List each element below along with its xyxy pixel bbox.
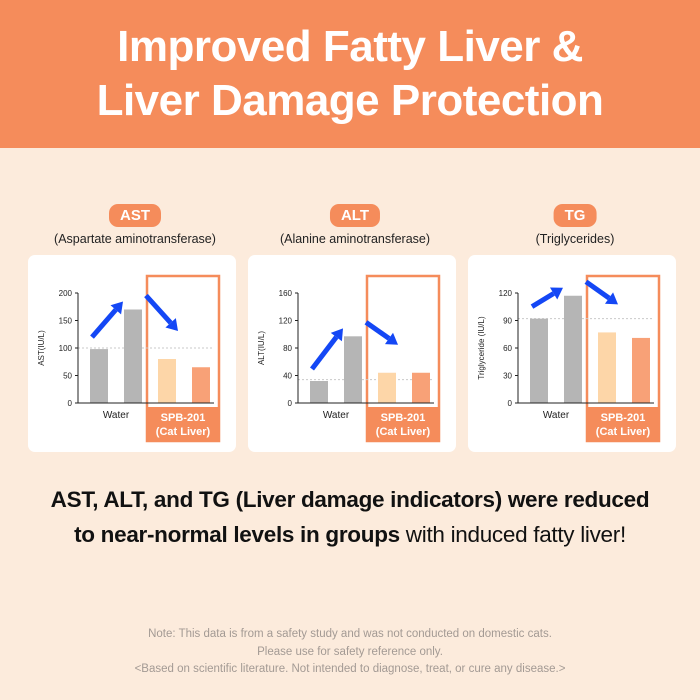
bar bbox=[90, 349, 108, 403]
y-axis-label: AST(IU/L) bbox=[37, 330, 46, 366]
bar bbox=[124, 309, 142, 403]
x-group-label-treatment-sub: (Cat Liver) bbox=[376, 426, 431, 438]
bar bbox=[344, 336, 362, 403]
bar bbox=[310, 381, 328, 403]
x-group-label-treatment-sub: (Cat Liver) bbox=[156, 426, 211, 438]
summary-regular-text: with induced fatty liver! bbox=[399, 522, 626, 547]
summary-bold-line-2: to near-normal levels in groups bbox=[74, 522, 400, 547]
chart-subtitle: (Alanine aminotransferase) bbox=[279, 232, 431, 246]
arrow-down-icon-head bbox=[384, 332, 398, 345]
chart-card: 0 40 80 120 160 ALT(IU/L) Water SPB-201 (Cat Liv… bbox=[248, 255, 456, 452]
note-line-1: Note: This data is from a safety study a… bbox=[148, 628, 552, 640]
summary-statement: AST, ALT, and TG (Liver damage indicator… bbox=[0, 482, 700, 552]
chart-badge: AST bbox=[109, 204, 161, 227]
y-tick-label: 0 bbox=[68, 399, 73, 408]
chart-card: 0 30 60 90 120 Triglyceride (IU/L) Water SPB-20… bbox=[468, 255, 676, 452]
y-tick-label: 60 bbox=[503, 344, 512, 353]
x-group-label-treatment: SPB-201 bbox=[381, 412, 426, 424]
arrow-down-icon bbox=[144, 293, 173, 325]
x-group-label-treatment-sub: (Cat Liver) bbox=[596, 426, 651, 438]
y-tick-label: 100 bbox=[59, 344, 73, 353]
treatment-label-box bbox=[367, 407, 439, 441]
arrow-up-icon-head bbox=[110, 301, 123, 315]
arrow-down-icon-head bbox=[604, 292, 618, 305]
x-group-label-treatment: SPB-201 bbox=[161, 412, 206, 424]
arrow-down-icon-head bbox=[165, 318, 178, 331]
y-tick-label: 40 bbox=[283, 372, 292, 381]
page-title-line-1: Improved Fatty Liver & bbox=[117, 22, 583, 71]
header-banner: Improved Fatty Liver & Liver Damage Prot… bbox=[0, 0, 700, 148]
x-group-label-water: Water bbox=[103, 410, 130, 421]
bar bbox=[598, 332, 616, 403]
bar bbox=[412, 372, 430, 403]
y-axis-label: Triglyceride (IU/L) bbox=[477, 316, 486, 380]
chart-panel-alt: ALT (Alanine aminotransferase) 0 40 80 120 1… bbox=[248, 200, 462, 456]
note-line-2: Please use for safety reference only. bbox=[257, 645, 443, 658]
arrow-up-icon bbox=[310, 335, 339, 371]
y-tick-label: 120 bbox=[279, 317, 293, 326]
x-group-label-treatment: SPB-201 bbox=[601, 412, 646, 424]
chart-badge: ALT bbox=[329, 204, 381, 227]
y-tick-label: 150 bbox=[59, 317, 73, 326]
bar bbox=[192, 367, 210, 403]
summary-bold-line-1: AST, ALT, and TG (Liver damage indicator… bbox=[50, 487, 650, 512]
chart-subtitle: (Aspartate aminotransferase) bbox=[54, 232, 216, 246]
arrow-down-icon bbox=[584, 279, 611, 301]
arrow-up-icon-head bbox=[549, 287, 563, 300]
chart-svg: 0 40 80 120 160 ALT(IU/L) Water SPB-201 (Cat Liv… bbox=[257, 274, 441, 443]
y-tick-label: 120 bbox=[499, 289, 513, 298]
chart-subtitle: (Triglycerides) bbox=[535, 232, 615, 246]
note-line-3: <Based on scientific literature. Not int… bbox=[134, 663, 566, 675]
chart-badge: TG bbox=[553, 204, 597, 227]
y-tick-label: 0 bbox=[288, 399, 293, 408]
y-tick-label: 160 bbox=[279, 289, 293, 298]
arrow-up-icon bbox=[530, 291, 555, 309]
chart-svg: 0 30 60 90 120 Triglyceride (IU/L) Water SPB-20… bbox=[477, 274, 661, 443]
y-tick-label: 50 bbox=[63, 372, 72, 381]
page-title-line-2: Liver Damage Protection bbox=[96, 76, 604, 125]
y-tick-label: 90 bbox=[503, 317, 512, 326]
bar bbox=[632, 337, 650, 403]
chart-panel-ast: AST (Aspartate aminotransferase) 0 50 100 1… bbox=[28, 200, 242, 456]
y-tick-label: 30 bbox=[503, 372, 512, 381]
treatment-label-box bbox=[147, 407, 219, 441]
treatment-label-box bbox=[587, 407, 659, 441]
chart-panel-tg: TG (Triglycerides) 0 30 60 90 120 Triglycerid… bbox=[468, 200, 682, 456]
y-tick-label: 0 bbox=[508, 399, 513, 408]
y-axis-label: ALT(IU/L) bbox=[257, 331, 266, 365]
bar bbox=[564, 295, 582, 403]
arrow-up-icon-head bbox=[330, 328, 343, 342]
x-group-label-water: Water bbox=[543, 410, 570, 421]
bar bbox=[530, 318, 548, 403]
bar bbox=[158, 359, 176, 403]
chart-svg: 0 50 100 150 200 AST(IU/L) Water SPB-201 (Cat Li… bbox=[37, 274, 221, 443]
disclaimer-note: Note: This data is from a safety study a… bbox=[0, 626, 700, 679]
chart-card: 0 50 100 150 200 AST(IU/L) Water SPB-201 (Cat Li… bbox=[28, 255, 236, 452]
arrow-up-icon bbox=[90, 308, 118, 339]
bar bbox=[378, 372, 396, 403]
x-group-label-water: Water bbox=[323, 410, 350, 421]
y-tick-label: 200 bbox=[59, 289, 73, 298]
y-tick-label: 80 bbox=[283, 344, 292, 353]
arrow-down-icon bbox=[364, 320, 391, 341]
